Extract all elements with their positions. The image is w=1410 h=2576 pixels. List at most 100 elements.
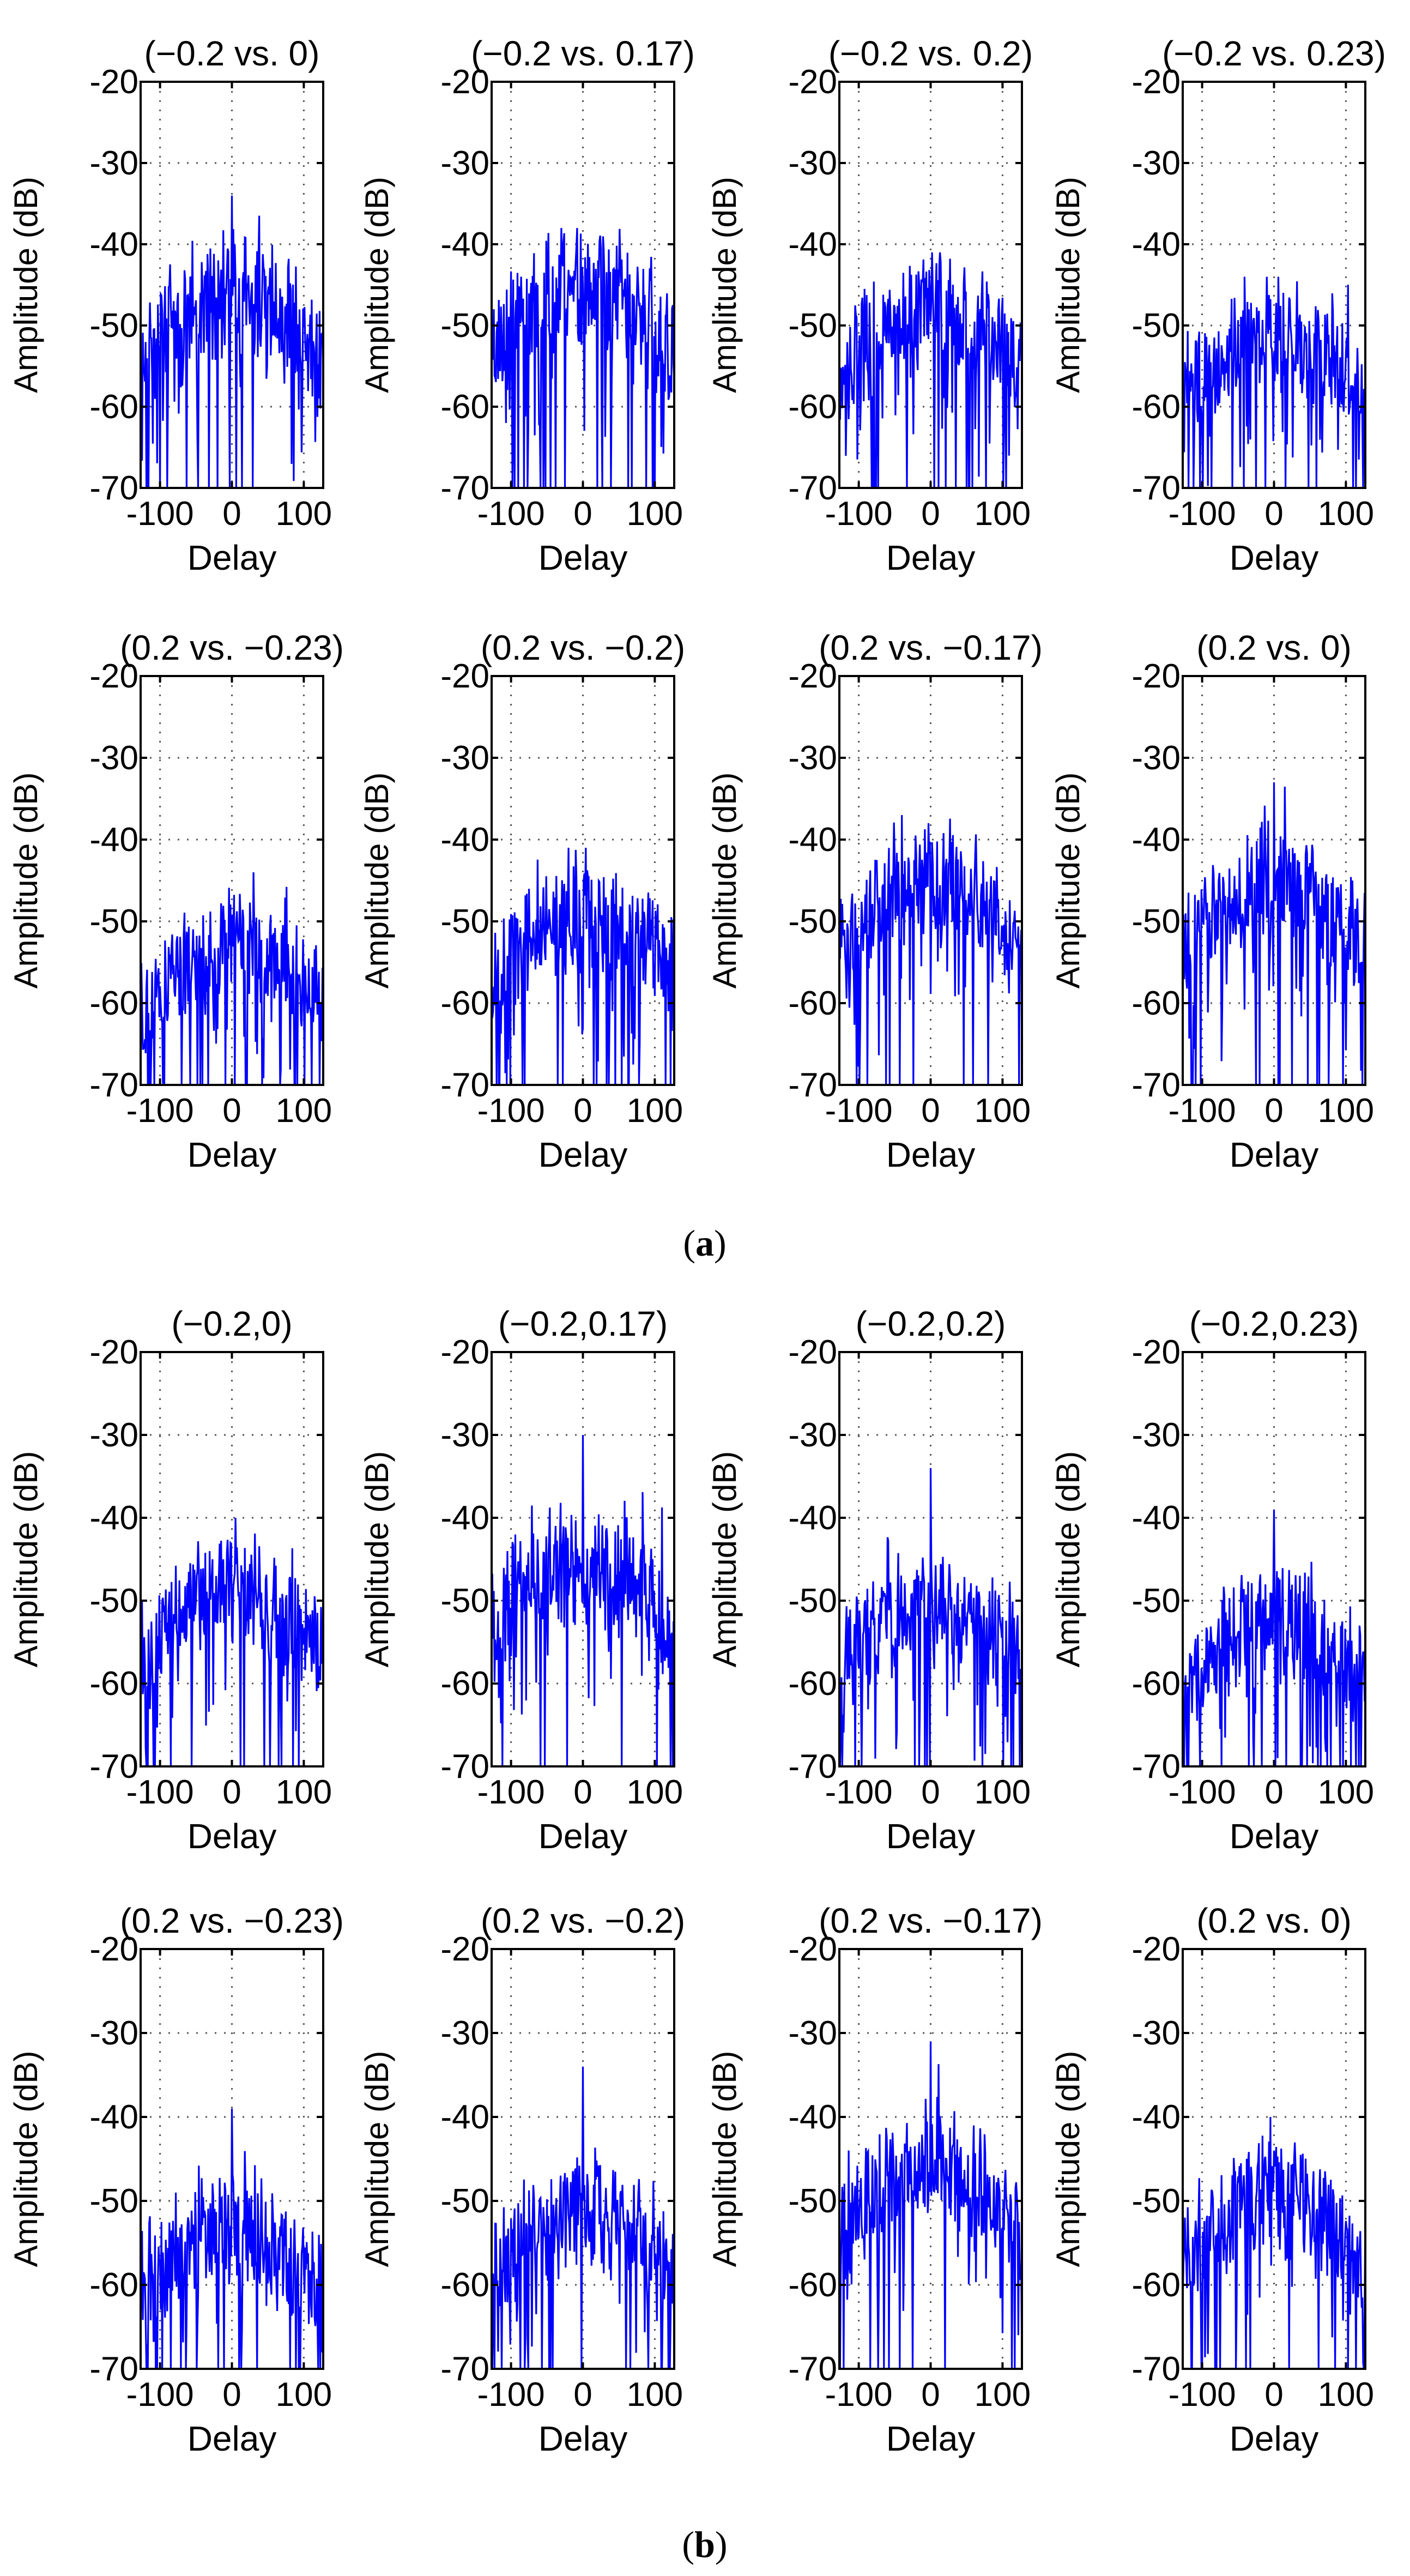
y-tick-label: -60 xyxy=(1131,2266,1181,2304)
y-tick-label: -20 xyxy=(89,63,138,101)
chart-panel: -20 -30 -40 -50 -60 -70-100 0 100 (−0.2 vs. 0.2)… xyxy=(706,34,1033,577)
y-tick-label: -60 xyxy=(89,1665,138,1703)
y-tick-label: -50 xyxy=(1131,2182,1181,2220)
x-tick-label: 0 xyxy=(1264,1092,1283,1130)
y-tick-label: -20 xyxy=(440,1334,489,1371)
x-tick-label: -100 xyxy=(825,1092,893,1130)
chart-panel: -20 -30 -40 -50 -60 -70-100 0 100 (0.2 vs. −0.17… xyxy=(706,628,1043,1174)
y-tick-label: -30 xyxy=(89,739,138,777)
y-axis-label: Amplitude (dB) xyxy=(706,773,743,989)
chart-panel: -20 -30 -40 -50 -60 -70-100 0 100 (0.2 vs. 0) Del… xyxy=(1050,1901,1374,2458)
y-tick-label: -30 xyxy=(440,739,489,777)
x-tick-label: 100 xyxy=(276,495,332,533)
y-tick-label: -40 xyxy=(440,1499,489,1537)
y-tick-label: -60 xyxy=(788,2266,837,2304)
y-tick-label: -70 xyxy=(788,2350,837,2388)
y-tick-label: -50 xyxy=(440,2182,489,2220)
y-tick-label: -30 xyxy=(440,1416,489,1454)
y-tick-label: -30 xyxy=(1131,1416,1181,1454)
x-tick-label: 0 xyxy=(222,495,241,533)
x-tick-label: 0 xyxy=(1264,1773,1283,1811)
y-tick-label: -20 xyxy=(1131,63,1181,101)
x-tick-label: 0 xyxy=(573,495,592,533)
x-tick-label: -100 xyxy=(1169,1773,1236,1811)
x-tick-label: -100 xyxy=(477,495,545,533)
chart-panel: -20 -30 -40 -50 -60 -70-100 0 100 (0.2 vs. −0.23… xyxy=(8,628,344,1174)
series-trace xyxy=(140,1517,324,1767)
series-trace xyxy=(491,1434,675,1767)
x-axis-label: Delay xyxy=(538,2419,628,2458)
x-tick-label: -100 xyxy=(126,2376,194,2414)
x-axis-label: Delay xyxy=(538,1135,628,1174)
y-axis-label: Amplitude (dB) xyxy=(706,1451,743,1668)
series-trace xyxy=(1182,1509,1366,1767)
chart-title: (−0.2 vs. 0) xyxy=(144,34,320,73)
series-trace xyxy=(1182,782,1366,1086)
y-tick-label: -50 xyxy=(89,307,138,345)
x-tick-label: 0 xyxy=(921,495,940,533)
x-tick-label: 100 xyxy=(276,1092,332,1130)
chart-panel: -20 -30 -40 -50 -60 -70-100 0 100 (−0.2,0) Delay A… xyxy=(8,1304,332,1856)
chart-title: (−0.2,0.23) xyxy=(1189,1304,1359,1343)
y-tick-label: -60 xyxy=(788,985,837,1022)
y-tick-label: -70 xyxy=(788,1748,837,1785)
y-tick-label: -70 xyxy=(1131,2350,1181,2388)
chart-panel: -20 -30 -40 -50 -60 -70-100 0 100 (0.2 vs. −0.17… xyxy=(706,1901,1043,2458)
y-tick-label: -60 xyxy=(89,985,138,1022)
y-tick-label: -50 xyxy=(788,307,837,345)
x-tick-label: -100 xyxy=(126,1773,194,1811)
y-tick-label: -70 xyxy=(440,1066,489,1104)
y-tick-label: -40 xyxy=(788,226,837,263)
y-tick-label: -30 xyxy=(788,739,837,777)
chart-title: (0.2 vs. 0) xyxy=(1196,628,1352,667)
y-axis-label: Amplitude (dB) xyxy=(359,177,395,393)
y-tick-label: -50 xyxy=(440,903,489,940)
series-trace xyxy=(1182,2116,1366,2370)
series-trace xyxy=(838,815,1023,1085)
panel-grid: -20-30-40-50-60-70-100 0 100(−0.2 vs. 0)De… xyxy=(8,34,1386,2458)
y-tick-label: -50 xyxy=(1131,307,1181,345)
x-tick-label: -100 xyxy=(477,1773,545,1811)
y-axis-label: Amplitude (dB) xyxy=(1050,1451,1086,1668)
x-tick-label: -100 xyxy=(126,495,194,533)
x-tick-label: -100 xyxy=(477,1092,545,1130)
y-axis-label: Amplitude (dB) xyxy=(706,177,743,393)
x-tick-label: 100 xyxy=(1318,1773,1374,1811)
y-axis-label: Amplitude (dB) xyxy=(8,2051,44,2267)
y-tick-label: -20 xyxy=(788,63,837,101)
x-tick-label: 0 xyxy=(921,2376,940,2414)
series-trace xyxy=(838,252,1023,489)
y-tick-label: -50 xyxy=(440,307,489,345)
chart-panel: -20 -30 -40 -50 -60 -70-100 0 100 (0.2 vs. −0.2)… xyxy=(359,1901,685,2458)
y-tick-label: -40 xyxy=(89,226,138,263)
x-tick-label: 0 xyxy=(573,2376,592,2414)
x-tick-label: 0 xyxy=(222,1773,241,1811)
series-trace xyxy=(491,847,675,1086)
y-tick-label: -20 xyxy=(788,1931,837,1968)
x-tick-label: 0 xyxy=(573,1092,592,1130)
x-axis-label: Delay xyxy=(538,1817,628,1856)
chart-panel: -20 -30 -40 -50 -60 -70-100 0 100 (0.2 vs. 0) Del… xyxy=(1050,628,1374,1174)
chart-title: (0.2 vs. 0) xyxy=(1196,1901,1352,1940)
chart-title: (0.2 vs. −0.23) xyxy=(120,628,344,667)
series-trace xyxy=(140,872,324,1086)
y-tick-label: -40 xyxy=(1131,226,1181,263)
y-tick-label: -60 xyxy=(440,1665,489,1703)
y-tick-label: -70 xyxy=(440,1748,489,1785)
x-tick-label: -100 xyxy=(1169,1092,1236,1130)
x-tick-label: 100 xyxy=(1318,2376,1374,2414)
chart-title: (−0.2,0.2) xyxy=(856,1304,1006,1343)
y-axis-label: Amplitude (dB) xyxy=(706,2051,743,2267)
y-tick-label: -30 xyxy=(89,1416,138,1454)
y-tick-label: -70 xyxy=(1131,1066,1181,1104)
x-axis-label: Delay xyxy=(886,1135,976,1174)
y-tick-label: -20 xyxy=(788,657,837,695)
y-tick-label: -60 xyxy=(89,2266,138,2304)
y-tick-label: -30 xyxy=(440,144,489,182)
x-axis-label: Delay xyxy=(187,1135,277,1174)
x-tick-label: -100 xyxy=(825,1773,893,1811)
y-tick-label: -60 xyxy=(1131,1665,1181,1703)
y-tick-label: -30 xyxy=(788,144,837,182)
x-axis-label: Delay xyxy=(1230,538,1319,577)
y-tick-label: -50 xyxy=(89,903,138,940)
